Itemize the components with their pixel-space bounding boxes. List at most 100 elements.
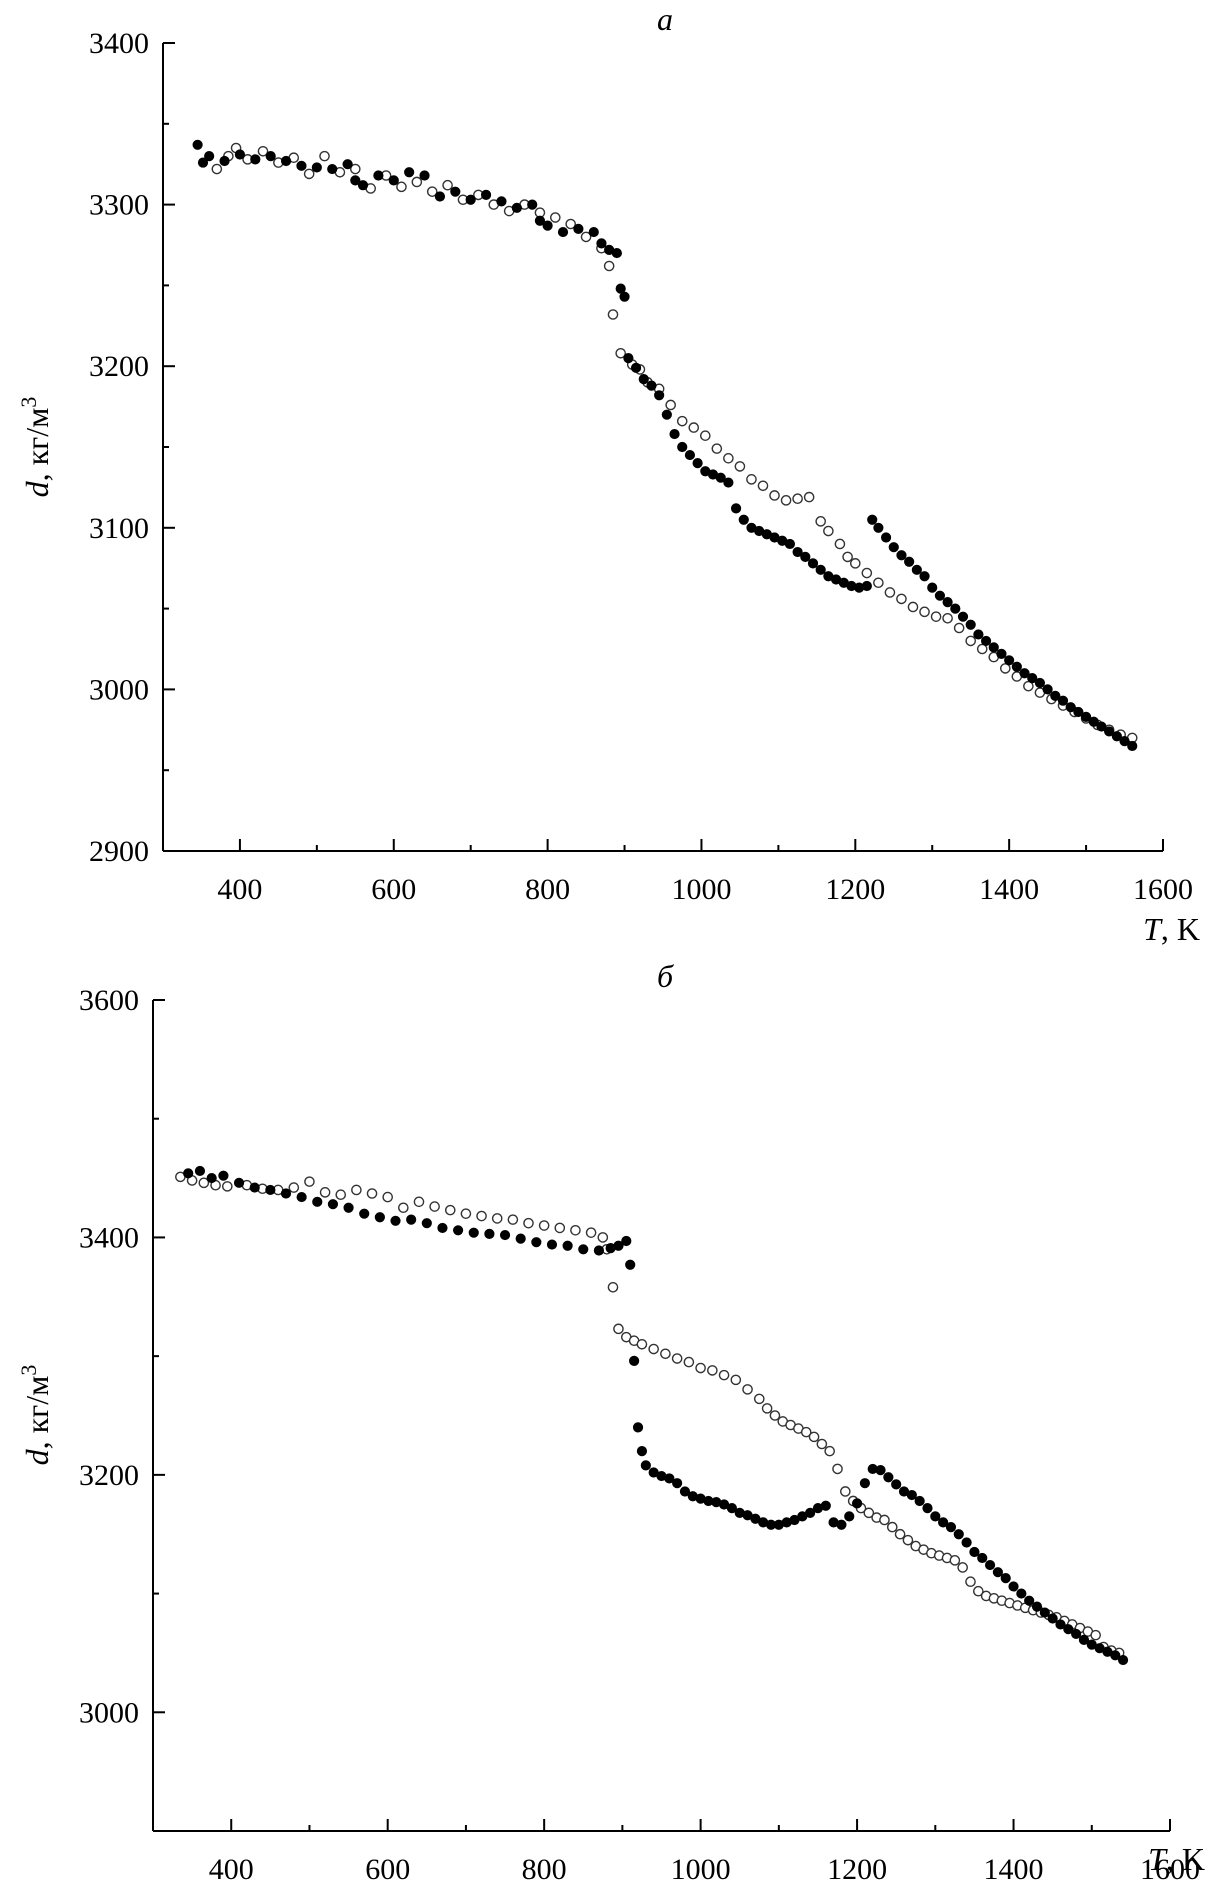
data-point-open — [366, 1188, 378, 1199]
data-point-open — [873, 577, 884, 589]
x-tick-label: 400 — [209, 1853, 254, 1881]
data-point-open — [523, 1217, 534, 1229]
data-point-filled — [623, 353, 634, 364]
data-point-filled — [619, 291, 630, 302]
data-point-filled — [973, 629, 984, 640]
y-tick-label: 3400 — [79, 1221, 139, 1254]
data-point-open — [711, 443, 723, 454]
data-point-filled — [357, 180, 369, 191]
data-point-filled — [421, 1218, 432, 1229]
data-point-open — [894, 1528, 906, 1540]
x-tick-label: 1400 — [979, 873, 1039, 906]
data-point-open — [396, 181, 407, 193]
data-point-open — [930, 611, 942, 622]
data-point-filled — [891, 1479, 902, 1490]
data-point-filled — [1127, 740, 1138, 752]
data-point-filled — [419, 170, 430, 181]
data-point-filled — [1063, 1624, 1074, 1635]
data-point-open — [565, 218, 576, 230]
data-point-filled — [1104, 726, 1115, 737]
data-point-filled — [679, 1486, 691, 1497]
data-point-filled — [677, 441, 688, 453]
data-point-filled — [1111, 731, 1122, 742]
data-point-filled — [511, 202, 522, 213]
data-point-filled — [265, 151, 276, 162]
data-point-open — [613, 1323, 624, 1335]
data-point-filled — [1073, 706, 1084, 718]
data-point-open — [607, 1281, 619, 1293]
data-point-filled — [1110, 1650, 1121, 1661]
data-point-open — [426, 186, 438, 197]
data-point-open — [688, 422, 700, 433]
data-point-filled — [880, 532, 892, 543]
data-point-filled — [1117, 1654, 1129, 1666]
data-point-filled — [1004, 655, 1015, 666]
data-point-open — [351, 1184, 362, 1196]
data-point-open — [973, 1585, 984, 1597]
data-point-filled — [1055, 1619, 1066, 1630]
data-point-open — [398, 1202, 409, 1214]
panel-a: 400 600 800 1000 1200 1400 1600 2900 3000 3100 320… — [16, 1, 1200, 947]
data-point-filled — [484, 1228, 495, 1239]
x-tick-label: 1600 — [1140, 1853, 1200, 1881]
data-point-open — [734, 461, 746, 472]
data-point-filled — [197, 157, 209, 168]
data-point-filled — [350, 175, 361, 186]
data-point-filled — [942, 597, 953, 608]
data-point-filled — [593, 1245, 605, 1256]
data-point-filled — [465, 194, 476, 205]
data-point-open — [257, 145, 269, 157]
data-point-open — [335, 1189, 347, 1200]
data-point-filled — [280, 155, 292, 167]
data-point-filled — [621, 1235, 632, 1247]
data-point-open — [842, 551, 853, 563]
data-point-open — [570, 1225, 581, 1236]
data-point-filled — [611, 247, 622, 259]
data-point-open — [442, 179, 453, 191]
data-point-open — [730, 1374, 742, 1386]
data-point-filled — [613, 1240, 624, 1251]
data-point-open — [823, 525, 834, 537]
data-point-filled — [629, 1355, 640, 1366]
data-point-filled — [646, 380, 657, 391]
data-point-filled — [896, 550, 907, 561]
x-axis-unit: , K — [1166, 1841, 1205, 1877]
data-point-open — [808, 1431, 820, 1443]
data-point-filled — [374, 1212, 385, 1223]
x-tick-label: 600 — [365, 1853, 410, 1881]
data-point-filled — [480, 189, 492, 201]
data-point-open — [319, 1187, 331, 1198]
data-point-filled — [1019, 668, 1030, 679]
x-tick-label: 400 — [217, 873, 262, 906]
data-point-open — [683, 1356, 695, 1368]
data-point-filled — [815, 564, 826, 575]
data-point-filled — [800, 551, 811, 562]
x-axis-title: T, K — [1148, 1841, 1205, 1877]
data-point-filled — [996, 648, 1007, 659]
data-point-filled — [684, 449, 696, 461]
data-point-filled — [640, 1460, 651, 1471]
data-point-filled — [969, 1546, 980, 1558]
data-point-open — [884, 587, 896, 598]
data-point-open — [303, 168, 315, 180]
data-point-filled — [738, 514, 749, 525]
data-point-filled — [930, 1511, 941, 1522]
data-point-filled — [359, 1208, 370, 1219]
data-point-open — [840, 1486, 851, 1497]
data-point-filled — [406, 1214, 417, 1225]
data-point-filled — [499, 1229, 511, 1241]
data-point-filled — [664, 1473, 675, 1484]
x-tick-label: 1200 — [825, 873, 885, 906]
data-point-filled — [965, 619, 976, 630]
data-point-open — [476, 1210, 487, 1222]
data-point-filled — [1047, 1613, 1058, 1624]
data-point-filled — [578, 1244, 589, 1255]
y-tick-label: 3600 — [79, 984, 139, 1017]
data-point-open — [718, 1369, 730, 1381]
data-point-open — [723, 453, 734, 464]
data-point-filled — [1011, 661, 1022, 672]
data-point-filled — [904, 556, 915, 567]
data-point-open — [350, 163, 361, 175]
data-point-filled — [296, 1191, 307, 1203]
data-point-filled — [805, 1507, 816, 1518]
